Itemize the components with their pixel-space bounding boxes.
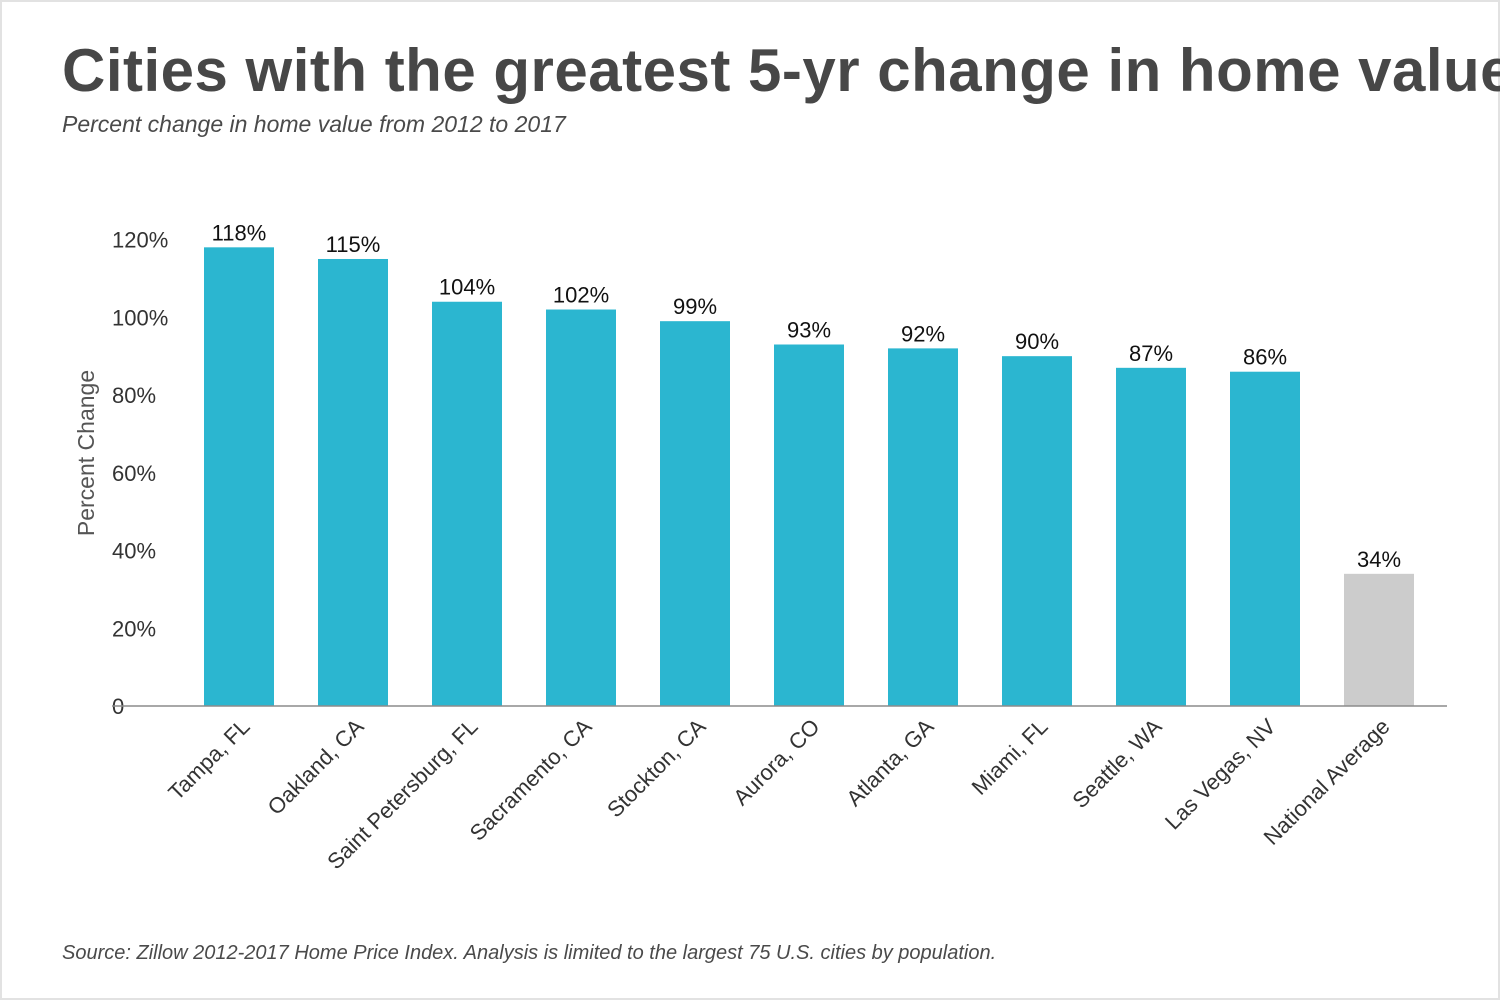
y-axis-label: Percent Change [73, 370, 99, 536]
source-note: Source: Zillow 2012-2017 Home Price Inde… [62, 942, 997, 964]
value-labels: 118% 115% 104% 102% 99% 93% 92% 90% 87% 86% 34% [212, 220, 1401, 572]
value-label: 92% [901, 321, 945, 346]
x-tick-label: Aurora, CO [728, 714, 824, 810]
value-label: 34% [1357, 547, 1401, 572]
value-label: 99% [673, 294, 717, 319]
value-label: 86% [1243, 345, 1287, 370]
y-tick-label: 20% [112, 616, 156, 641]
value-label: 90% [1015, 329, 1059, 354]
y-tick-label: 60% [112, 461, 156, 486]
chart-title: Cities with the greatest 5-yr change in … [62, 37, 1500, 104]
value-label: 104% [439, 275, 495, 300]
x-tick-label: Atlanta, GA [841, 714, 938, 811]
bar [1344, 573, 1414, 706]
value-label: 115% [326, 232, 381, 257]
value-label: 87% [1129, 341, 1173, 366]
chart-subtitle: Percent change in home value from 2012 t… [62, 111, 566, 137]
value-label: 118% [212, 220, 267, 245]
y-tick-label: 120% [112, 228, 168, 253]
bar [888, 348, 958, 706]
y-tick-label: 40% [112, 539, 156, 564]
bar [660, 321, 730, 706]
y-axis-ticks: 020%40%60%80%100%120% [112, 228, 168, 719]
y-tick-label: 80% [112, 383, 156, 408]
bars [204, 247, 1414, 707]
bar [204, 247, 274, 707]
x-tick-label: Seattle, WA [1067, 714, 1166, 813]
x-tick-label: Stockton, CA [602, 714, 711, 823]
value-label: 102% [553, 283, 609, 308]
bar [774, 344, 844, 706]
x-tick-label: National Average [1259, 714, 1395, 850]
bar [1116, 367, 1186, 706]
bar [1002, 356, 1072, 706]
bar [318, 258, 388, 706]
x-tick-label: Sacramento, CA [465, 714, 597, 846]
x-tick-label: Tampa, FL [163, 714, 254, 805]
x-tick-label: Oakland, CA [263, 714, 369, 820]
bar [546, 309, 616, 706]
value-label: 93% [787, 318, 831, 343]
y-tick-label: 100% [112, 305, 168, 330]
bar [1230, 371, 1300, 706]
x-tick-label: Las Vegas, NV [1160, 714, 1281, 835]
x-tick-label: Miami, FL [967, 714, 1053, 800]
bar [432, 301, 502, 706]
